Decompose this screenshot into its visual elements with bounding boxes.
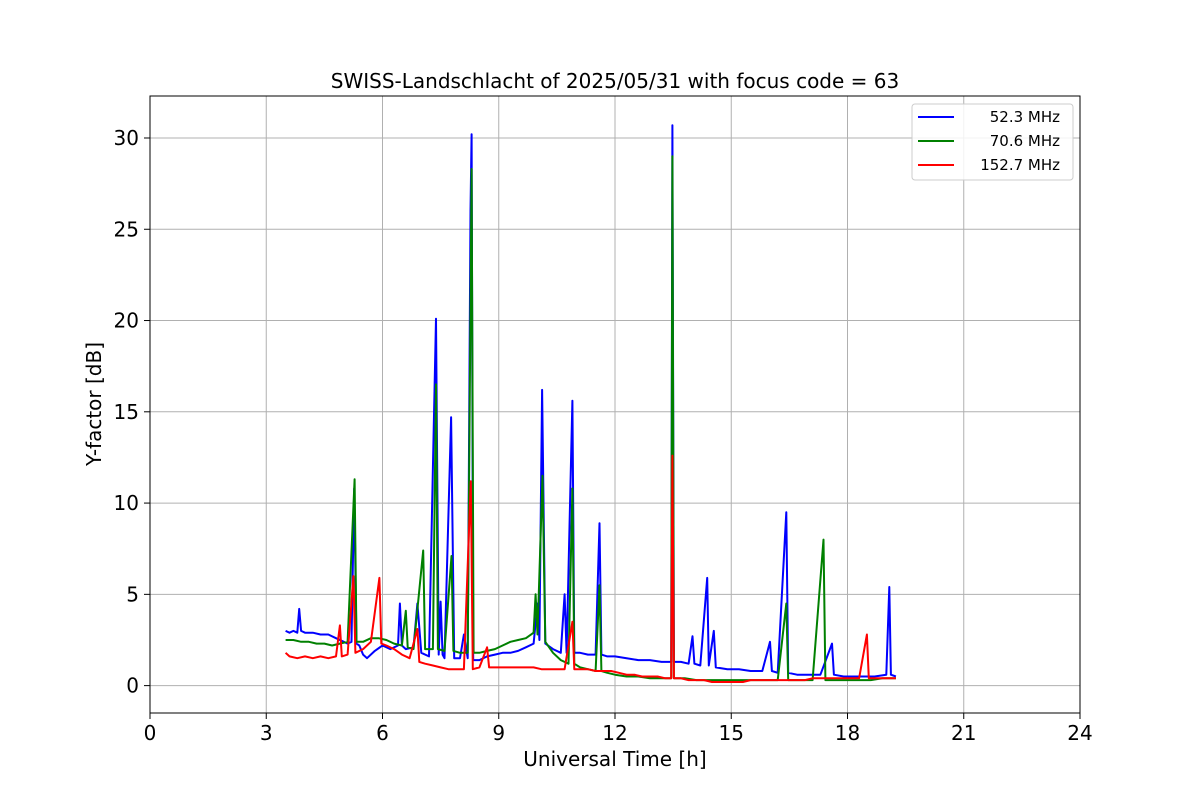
y-axis-label: Y-factor [dB] xyxy=(82,342,106,467)
x-tick-label: 15 xyxy=(719,721,744,745)
y-tick-label: 30 xyxy=(114,126,139,150)
y-tick-label: 0 xyxy=(126,674,139,698)
legend-box xyxy=(911,103,1074,181)
legend-label: 70.6 MHz xyxy=(990,132,1060,150)
x-tick-label: 12 xyxy=(602,721,627,745)
x-axis: 0 3 6 9 12 15 18 21 24 xyxy=(144,713,1093,745)
x-axis-label: Universal Time [h] xyxy=(523,747,706,771)
x-tick-label: 0 xyxy=(144,721,157,745)
legend-label: 52.3 MHz xyxy=(990,108,1060,126)
chart-title: SWISS-Landschlacht of 2025/05/31 with fo… xyxy=(331,69,899,93)
series-line-152-7-mhz xyxy=(284,454,896,683)
legend: 52.3 MHz 70.6 MHz 152.7 MHz xyxy=(911,103,1074,181)
y-axis: 0 5 10 15 20 25 30 xyxy=(114,126,150,698)
plot-area xyxy=(149,95,1081,714)
legend-label: 152.7 MHz xyxy=(980,156,1060,174)
y-tick-label: 25 xyxy=(114,217,139,241)
y-tick-label: 20 xyxy=(114,309,139,333)
x-tick-label: 3 xyxy=(260,721,273,745)
y-tick-label: 10 xyxy=(114,491,139,515)
y-tick-label: 15 xyxy=(114,400,139,424)
series-group xyxy=(284,124,897,683)
x-tick-label: 21 xyxy=(951,721,976,745)
x-tick-label: 9 xyxy=(492,721,505,745)
x-tick-label: 6 xyxy=(376,721,389,745)
x-tick-label: 18 xyxy=(835,721,860,745)
y-tick-label: 5 xyxy=(126,582,139,606)
legend-items: 52.3 MHz 70.6 MHz 152.7 MHz xyxy=(918,108,1060,174)
x-tick-label: 24 xyxy=(1067,721,1092,745)
